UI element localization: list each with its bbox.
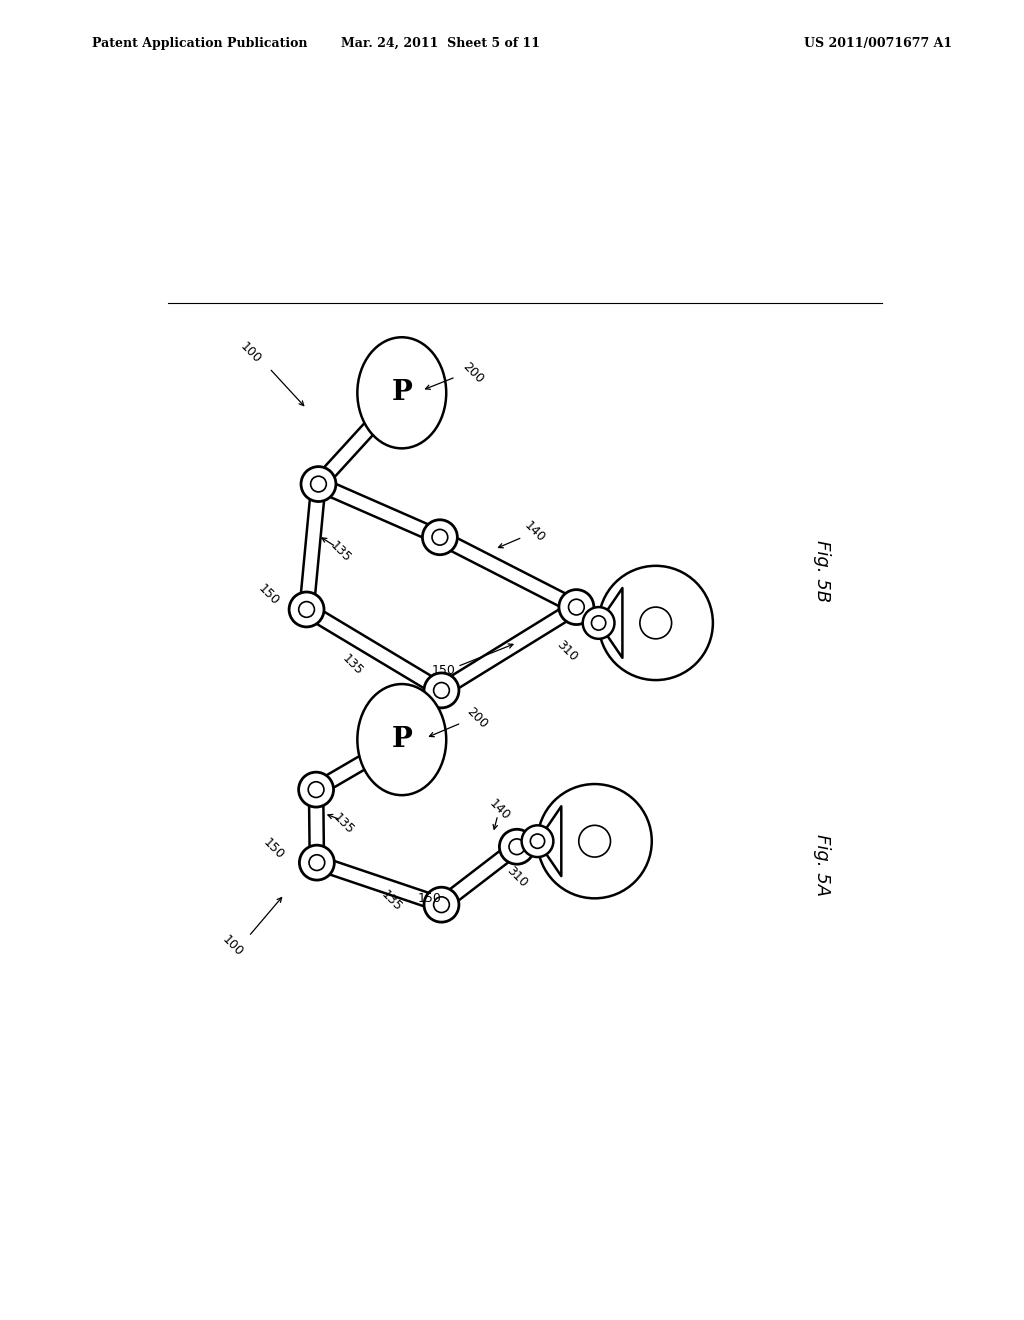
Ellipse shape bbox=[357, 337, 446, 449]
Circle shape bbox=[423, 520, 458, 554]
Circle shape bbox=[521, 825, 553, 857]
Text: 140: 140 bbox=[486, 796, 512, 822]
Circle shape bbox=[559, 590, 594, 624]
Text: US 2011/0071677 A1: US 2011/0071677 A1 bbox=[804, 37, 952, 50]
Circle shape bbox=[509, 840, 524, 854]
Text: 135: 135 bbox=[331, 810, 356, 837]
Circle shape bbox=[599, 566, 713, 680]
Text: 200: 200 bbox=[460, 360, 486, 385]
Circle shape bbox=[432, 529, 447, 545]
Text: 310: 310 bbox=[504, 863, 529, 890]
Text: 150: 150 bbox=[432, 664, 456, 677]
Text: 150: 150 bbox=[260, 836, 287, 862]
Circle shape bbox=[299, 602, 314, 618]
Circle shape bbox=[310, 477, 327, 492]
Circle shape bbox=[592, 616, 606, 630]
Circle shape bbox=[500, 829, 535, 865]
Circle shape bbox=[299, 772, 334, 807]
Text: 135: 135 bbox=[328, 539, 353, 565]
Circle shape bbox=[424, 887, 459, 923]
Text: 150: 150 bbox=[255, 582, 282, 609]
Circle shape bbox=[433, 682, 450, 698]
Text: Mar. 24, 2011  Sheet 5 of 11: Mar. 24, 2011 Sheet 5 of 11 bbox=[341, 37, 540, 50]
Polygon shape bbox=[599, 587, 623, 657]
Circle shape bbox=[640, 607, 672, 639]
Circle shape bbox=[538, 784, 651, 899]
Circle shape bbox=[568, 599, 585, 615]
Ellipse shape bbox=[357, 684, 446, 795]
Circle shape bbox=[309, 855, 325, 870]
Text: Fig. 5B: Fig. 5B bbox=[813, 540, 831, 602]
Circle shape bbox=[579, 825, 610, 857]
Text: P: P bbox=[391, 726, 413, 754]
Text: 200: 200 bbox=[464, 705, 490, 731]
Text: Fig. 5A: Fig. 5A bbox=[813, 834, 831, 896]
Circle shape bbox=[289, 591, 324, 627]
Text: 100: 100 bbox=[238, 341, 264, 366]
Text: 140: 140 bbox=[521, 519, 547, 545]
Circle shape bbox=[433, 896, 450, 912]
Text: 135: 135 bbox=[379, 888, 404, 913]
Polygon shape bbox=[538, 807, 561, 876]
Text: 150: 150 bbox=[418, 892, 441, 904]
Circle shape bbox=[299, 845, 334, 880]
Text: Patent Application Publication: Patent Application Publication bbox=[92, 37, 307, 50]
Circle shape bbox=[530, 834, 545, 849]
Circle shape bbox=[301, 466, 336, 502]
Text: 310: 310 bbox=[554, 638, 580, 664]
Circle shape bbox=[583, 607, 614, 639]
Text: P: P bbox=[391, 379, 413, 407]
Text: 100: 100 bbox=[220, 933, 246, 960]
Circle shape bbox=[424, 673, 459, 708]
Text: 135: 135 bbox=[340, 652, 366, 678]
Circle shape bbox=[308, 781, 324, 797]
